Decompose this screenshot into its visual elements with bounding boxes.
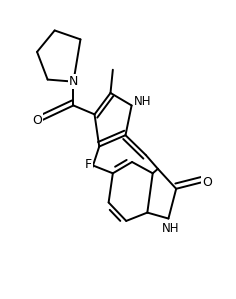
- Text: NH: NH: [162, 222, 180, 235]
- Text: F: F: [84, 158, 92, 171]
- Text: O: O: [32, 114, 42, 127]
- Text: O: O: [202, 176, 212, 189]
- Text: N: N: [69, 75, 78, 88]
- Text: NH: NH: [134, 95, 152, 108]
